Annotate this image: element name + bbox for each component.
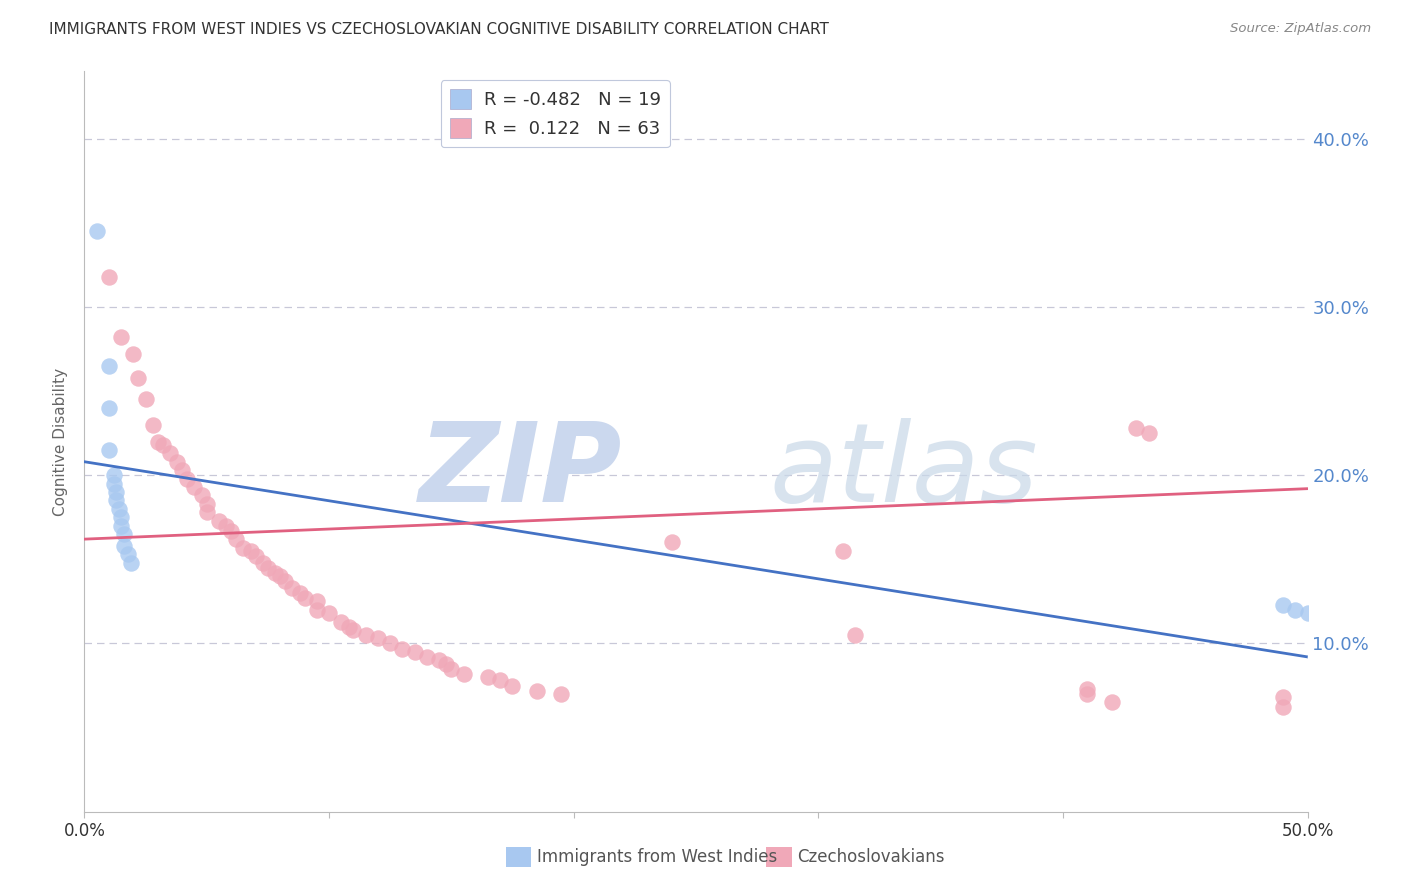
Point — [1272, 700, 1295, 714]
Text: Czechoslovakians: Czechoslovakians — [797, 848, 945, 866]
Point — [142, 417, 165, 432]
Point — [103, 468, 125, 483]
Point — [159, 446, 181, 460]
Point — [281, 581, 304, 595]
Point — [97, 401, 120, 415]
Point — [225, 532, 247, 546]
Point — [1272, 598, 1295, 612]
Point — [294, 591, 316, 605]
Point — [107, 501, 129, 516]
Point — [342, 623, 364, 637]
Point — [257, 560, 280, 574]
Text: Immigrants from West Indies: Immigrants from West Indies — [537, 848, 778, 866]
Text: atlas: atlas — [769, 417, 1038, 524]
Point — [117, 547, 139, 561]
Point — [477, 670, 499, 684]
Point — [110, 518, 132, 533]
Point — [1101, 695, 1123, 709]
Point — [550, 687, 572, 701]
Point — [391, 641, 413, 656]
Point — [305, 594, 328, 608]
Point — [404, 645, 426, 659]
Text: IMMIGRANTS FROM WEST INDIES VS CZECHOSLOVAKIAN COGNITIVE DISABILITY CORRELATION : IMMIGRANTS FROM WEST INDIES VS CZECHOSLO… — [49, 22, 830, 37]
Point — [97, 359, 120, 373]
Point — [1284, 603, 1306, 617]
Point — [318, 606, 340, 620]
Point — [502, 679, 524, 693]
Point — [97, 442, 120, 457]
Point — [110, 510, 132, 524]
Point — [112, 539, 135, 553]
Point — [330, 615, 353, 629]
Point — [208, 514, 231, 528]
Point — [436, 657, 458, 671]
Point — [427, 653, 450, 667]
Point — [264, 566, 287, 580]
Point — [135, 392, 157, 407]
Point — [1076, 681, 1098, 696]
Point — [146, 434, 169, 449]
Point — [844, 628, 866, 642]
Point — [172, 463, 194, 477]
Point — [489, 673, 512, 688]
Text: Source: ZipAtlas.com: Source: ZipAtlas.com — [1230, 22, 1371, 36]
Point — [105, 485, 128, 500]
Point — [354, 628, 377, 642]
Point — [191, 488, 214, 502]
Point — [1272, 690, 1295, 705]
Point — [166, 455, 188, 469]
Point — [416, 649, 439, 664]
Point — [86, 224, 108, 238]
Point — [367, 632, 389, 646]
Point — [1296, 606, 1319, 620]
Point — [122, 347, 145, 361]
Point — [305, 603, 328, 617]
Point — [219, 524, 242, 538]
Text: ZIP: ZIP — [419, 417, 623, 524]
Point — [288, 586, 311, 600]
Point — [245, 549, 267, 563]
Point — [274, 574, 297, 589]
Point — [195, 497, 218, 511]
Point — [1309, 611, 1331, 625]
Point — [1137, 426, 1160, 441]
Point — [526, 683, 548, 698]
Point — [239, 544, 262, 558]
Point — [215, 518, 238, 533]
Point — [112, 527, 135, 541]
Point — [661, 535, 683, 549]
Point — [380, 636, 402, 650]
Point — [831, 544, 853, 558]
Point — [1125, 421, 1147, 435]
Point — [103, 476, 125, 491]
Point — [252, 556, 274, 570]
Point — [120, 556, 142, 570]
Point — [453, 666, 475, 681]
Point — [97, 269, 120, 284]
Point — [1076, 687, 1098, 701]
Legend: R = -0.482   N = 19, R =  0.122   N = 63: R = -0.482 N = 19, R = 0.122 N = 63 — [440, 80, 671, 147]
Point — [232, 541, 254, 555]
Point — [195, 505, 218, 519]
Point — [176, 471, 198, 485]
Point — [183, 480, 205, 494]
Point — [152, 438, 174, 452]
Point — [440, 662, 463, 676]
Point — [337, 619, 360, 633]
Point — [110, 330, 132, 344]
Point — [269, 569, 291, 583]
Y-axis label: Cognitive Disability: Cognitive Disability — [53, 368, 69, 516]
Point — [127, 370, 149, 384]
Point — [105, 493, 128, 508]
